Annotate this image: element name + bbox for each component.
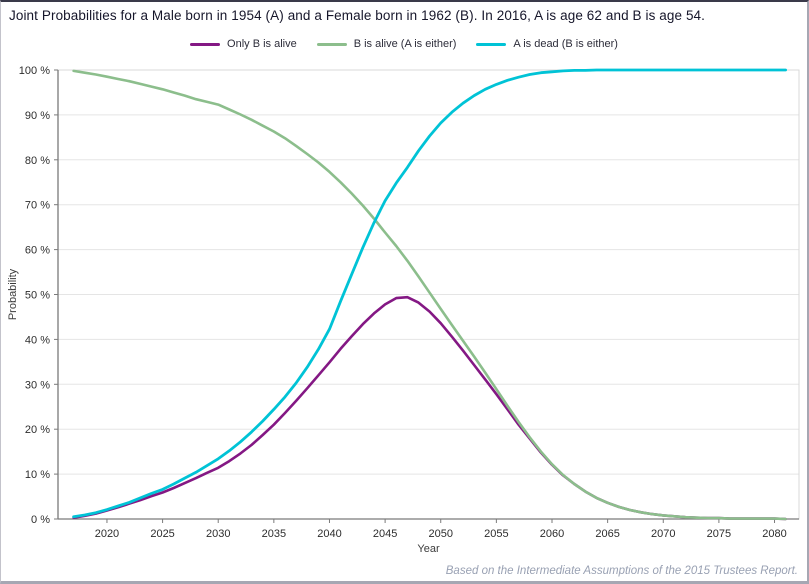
x-tick-label: 2075 — [707, 528, 731, 540]
chart-title: Joint Probabilities for a Male born in 1… — [9, 8, 706, 23]
x-tick-label: 2050 — [428, 528, 452, 540]
y-tick-label: 0 % — [31, 514, 50, 526]
y-tick-label: 80 % — [25, 155, 50, 167]
curve-only-b-is-alive — [72, 295, 787, 521]
x-tick-label: 2065 — [595, 528, 619, 540]
y-tick-label: 90 % — [25, 110, 50, 122]
legend-item-a-dead: A is dead (B is either) — [476, 38, 618, 50]
curve-b-is-alive-a-is-either — [72, 69, 787, 521]
x-tick-label: 2080 — [762, 528, 786, 540]
x-tick-label: 2030 — [206, 528, 230, 540]
x-axis-label: Year — [417, 543, 440, 555]
curve-a-is-dead-b-is-either — [72, 68, 787, 519]
y-tick-label: 50 % — [25, 290, 50, 302]
x-tick-label: 2055 — [484, 528, 508, 540]
y-tick-label: 10 % — [25, 469, 50, 481]
legend-line-swatch-green — [316, 42, 347, 46]
y-axis-label: Probability — [7, 268, 19, 320]
x-tick-label: 2040 — [317, 528, 341, 540]
y-tick-label: 70 % — [25, 200, 50, 212]
x-tick-label: 2045 — [373, 528, 397, 540]
x-tick-label: 2070 — [651, 528, 675, 540]
legend-label: Only B is alive — [227, 38, 297, 50]
legend-label: B is alive (A is either) — [353, 38, 457, 50]
y-tick-label: 40 % — [25, 334, 50, 346]
x-tick-label: 2025 — [150, 528, 174, 540]
y-tick-label: 100 % — [19, 65, 50, 77]
y-tick-label: 30 % — [25, 379, 50, 391]
y-tick-label: 20 % — [25, 424, 50, 436]
legend: Only B is alive B is alive (A is either)… — [1, 38, 807, 50]
legend-line-swatch-cyan — [476, 42, 507, 46]
legend-item-b-alive: B is alive (A is either) — [316, 38, 457, 50]
footnote: Based on the Intermediate Assumptions of… — [445, 565, 798, 577]
x-tick-label: 2035 — [262, 528, 286, 540]
x-tick-label: 2020 — [95, 528, 119, 540]
x-tick-label: 2060 — [540, 528, 564, 540]
y-tick-label: 60 % — [25, 245, 50, 257]
legend-item-only-b-alive: Only B is alive — [190, 38, 297, 50]
legend-label: A is dead (B is either) — [513, 38, 618, 50]
legend-line-swatch-purple — [190, 42, 221, 46]
